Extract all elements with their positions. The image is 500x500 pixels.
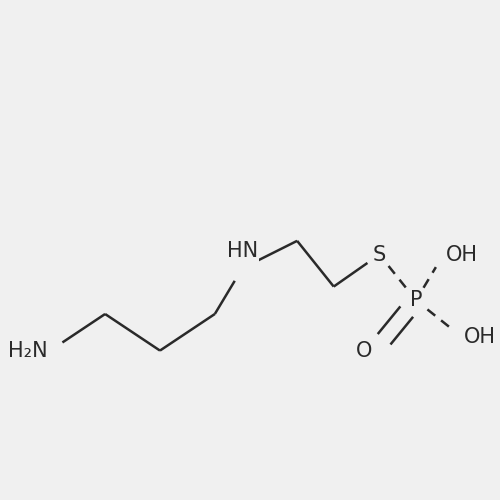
Text: S: S [373, 244, 386, 264]
Text: HN: HN [226, 242, 258, 262]
Text: OH: OH [464, 327, 496, 347]
Text: P: P [410, 290, 422, 310]
Text: H₂N: H₂N [8, 340, 48, 360]
Text: OH: OH [446, 244, 478, 264]
Text: O: O [356, 340, 372, 360]
